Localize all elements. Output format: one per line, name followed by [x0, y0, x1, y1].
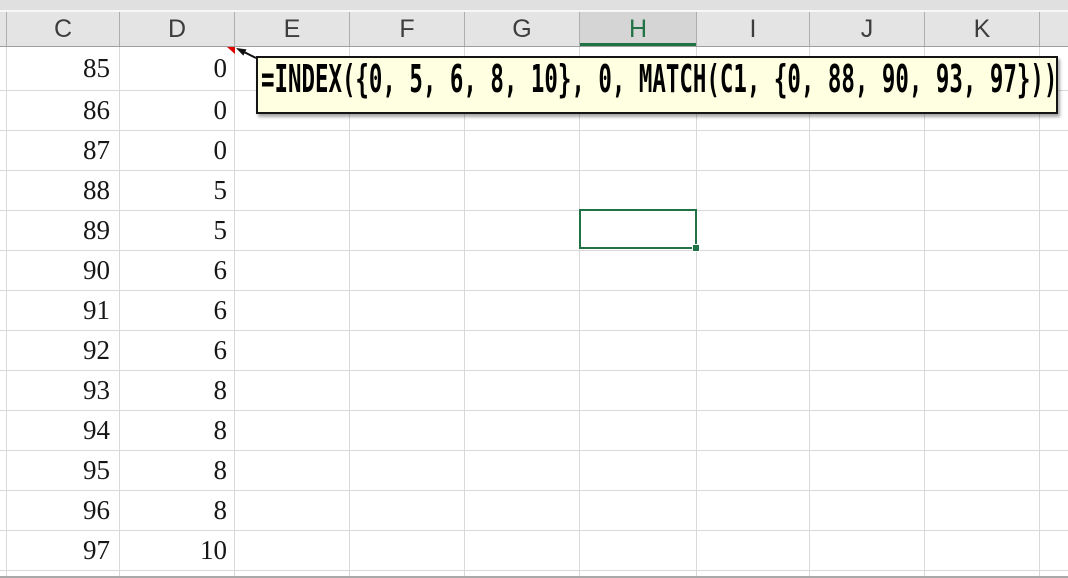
cell-c-value[interactable]: 94: [83, 415, 110, 445]
table-row: 94 8: [0, 411, 1068, 451]
column-header-c[interactable]: C: [7, 12, 120, 46]
column-header-k[interactable]: K: [925, 12, 1040, 46]
gridline-vertical: [6, 47, 7, 577]
empty-cells-region[interactable]: [235, 411, 1068, 450]
empty-cells-region[interactable]: [235, 531, 1068, 570]
empty-cells-region[interactable]: [235, 251, 1068, 290]
column-header-row: C D E F G H I J K: [0, 12, 1068, 47]
table-row: 86 0: [0, 91, 1068, 131]
gridline-vertical: [119, 47, 120, 577]
cell-c-value[interactable]: 96: [83, 495, 110, 525]
gridline-vertical: [1039, 47, 1040, 577]
cell-d-value[interactable]: 8: [213, 455, 228, 485]
cell-d-value[interactable]: 8: [213, 415, 228, 445]
cell-d-value[interactable]: 5: [213, 215, 228, 245]
empty-cells-region[interactable]: [235, 371, 1068, 410]
gridline-vertical: [696, 47, 697, 577]
empty-cells-region[interactable]: [235, 331, 1068, 370]
cell-c-value[interactable]: 97: [83, 535, 110, 565]
cell-c-value[interactable]: 93: [83, 375, 110, 405]
comment-arrow-icon: [236, 48, 257, 59]
column-header-j[interactable]: J: [810, 12, 925, 46]
column-header-f[interactable]: F: [350, 12, 465, 46]
cell-d-value[interactable]: 0: [213, 53, 228, 83]
cell-d-value[interactable]: 6: [213, 295, 228, 325]
cell-c-value[interactable]: 87: [83, 135, 110, 165]
table-row: 96 8: [0, 491, 1068, 531]
table-row: 93 8: [0, 371, 1068, 411]
cell-c-value[interactable]: 86: [83, 95, 110, 125]
selected-cell[interactable]: [579, 209, 700, 252]
cell-c-value[interactable]: 89: [83, 215, 110, 245]
comment-formula-text: =INDEX({0, 5, 6, 8, 10}, 0, MATCH(C1, {0…: [260, 57, 1058, 101]
empty-cells-region[interactable]: [235, 171, 1068, 210]
column-header-d[interactable]: D: [120, 12, 235, 46]
table-row: 97 10: [0, 531, 1068, 571]
table-row: 87 0: [0, 131, 1068, 171]
gridline-vertical: [349, 47, 350, 577]
gridline-vertical: [809, 47, 810, 577]
cell-c-value[interactable]: 91: [83, 295, 110, 325]
gridline-vertical: [464, 47, 465, 577]
cell-d-value[interactable]: 6: [213, 255, 228, 285]
cell-d-value[interactable]: 8: [213, 375, 228, 405]
gridline-vertical: [234, 47, 235, 577]
cell-d-value[interactable]: 8: [213, 495, 228, 525]
column-header-h-selected[interactable]: H: [580, 12, 697, 46]
table-row: 88 5: [0, 171, 1068, 211]
comment-indicator-icon[interactable]: [227, 47, 235, 54]
cell-c-value[interactable]: 95: [83, 455, 110, 485]
cell-d-value[interactable]: 10: [200, 535, 227, 565]
gridline-vertical: [924, 47, 925, 577]
cell-c-value[interactable]: 92: [83, 335, 110, 365]
bottom-edge: [0, 576, 1068, 578]
cell-c-value[interactable]: 88: [83, 175, 110, 205]
spreadsheet-grid: 85 0 86 0 87 0 88 5 89 5: [0, 47, 1068, 578]
column-header-i[interactable]: I: [697, 12, 810, 46]
column-header-b-partial[interactable]: [0, 12, 7, 46]
cell-c-value[interactable]: 85: [83, 53, 110, 83]
empty-cells-region[interactable]: [235, 491, 1068, 530]
column-header-e[interactable]: E: [235, 12, 350, 46]
table-row: 91 6: [0, 291, 1068, 331]
cell-d-value[interactable]: 0: [213, 135, 228, 165]
column-header-l-partial[interactable]: [1040, 12, 1068, 46]
table-row: 92 6: [0, 331, 1068, 371]
cell-d-value[interactable]: 5: [213, 175, 228, 205]
cell-d-value[interactable]: 6: [213, 335, 228, 365]
cell-d-value[interactable]: 0: [213, 95, 228, 125]
empty-cells-region[interactable]: [235, 291, 1068, 330]
fill-handle[interactable]: [692, 244, 700, 252]
empty-cells-region[interactable]: [235, 131, 1068, 170]
cell-c-value[interactable]: 90: [83, 255, 110, 285]
comment-tooltip: =INDEX({0, 5, 6, 8, 10}, 0, MATCH(C1, {0…: [256, 56, 1058, 114]
top-strip: [0, 0, 1068, 12]
table-row: 90 6: [0, 251, 1068, 291]
table-row: 89 5: [0, 211, 1068, 251]
table-row: 95 8: [0, 451, 1068, 491]
gridline-vertical: [579, 47, 580, 577]
column-header-g[interactable]: G: [465, 12, 580, 46]
empty-cells-region[interactable]: [235, 451, 1068, 490]
